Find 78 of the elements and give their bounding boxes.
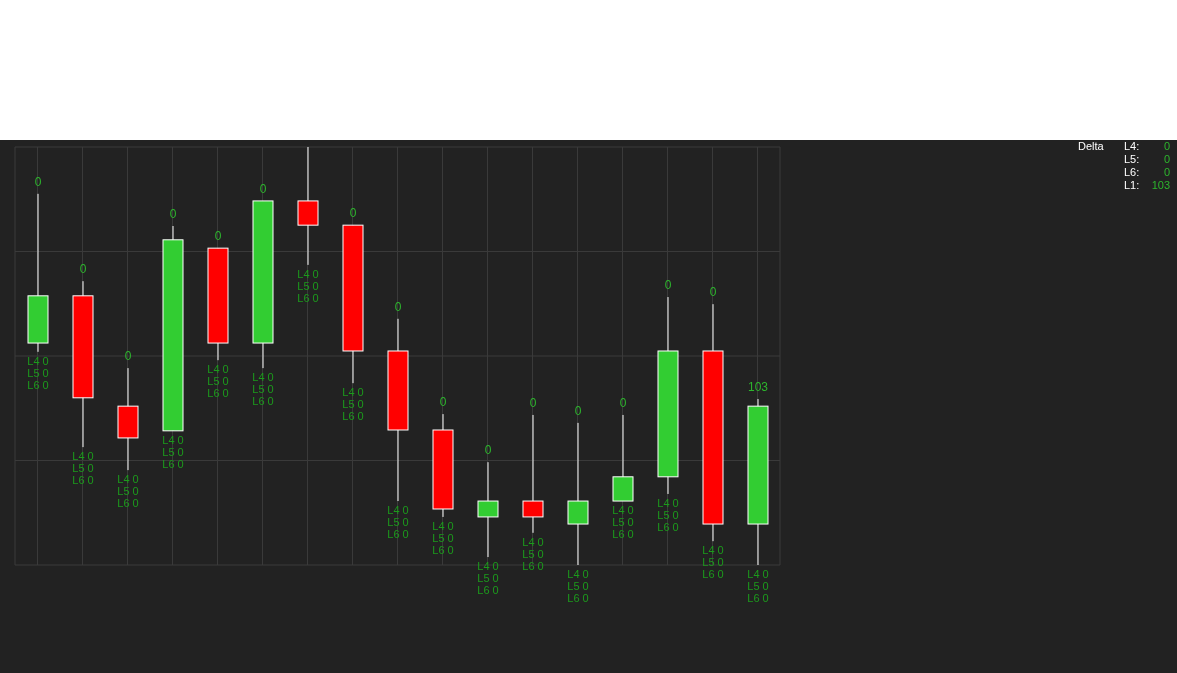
text: 0 (1163, 153, 1170, 166)
annotation: L4 0 (207, 363, 229, 376)
annotation: L6 0 (117, 497, 139, 510)
text: 0 (484, 443, 492, 458)
text: L5: (1124, 153, 1140, 166)
annotation: L5 0 (27, 366, 49, 379)
text: 0 (619, 395, 627, 410)
annotation: L4 0 (72, 450, 94, 463)
annotation: L4 0 (117, 473, 139, 486)
annotation: L4 0 (387, 504, 409, 517)
text: 0 (259, 181, 267, 196)
text: 0 (574, 403, 582, 418)
text: 0 (439, 395, 447, 410)
annotation: L5 0 (297, 279, 319, 292)
text: 0 (709, 285, 717, 300)
annotation: L5 0 (612, 516, 634, 529)
annotation: L5 0 (207, 375, 229, 388)
text: L6 0 (567, 592, 589, 604)
annotation: L5 0 (387, 516, 409, 529)
annotation: L5 0 (522, 547, 544, 560)
annotation: L6 0 (207, 387, 229, 400)
annotation: L5 0 (117, 485, 139, 498)
annotation: L5 0 (162, 445, 184, 458)
annotation: L5 0 (432, 531, 454, 544)
text: 103 (1151, 179, 1170, 192)
text: L1: (1124, 179, 1140, 192)
text: L5 0 (747, 580, 769, 592)
annotation: L4 0 (612, 504, 634, 517)
text: 0 (214, 229, 222, 244)
annotation: L6 0 (657, 520, 679, 533)
text: 0 (34, 174, 42, 189)
text: 103 (747, 380, 769, 395)
candlestick (477, 461, 499, 558)
text: L4: (1124, 140, 1140, 153)
annotation: L6 0 (72, 474, 94, 487)
text: L6 0 (747, 592, 769, 604)
text: L5 0 (567, 580, 589, 592)
annotation: L6 0 (297, 291, 319, 304)
annotation: L4 0 (432, 519, 454, 532)
text: 0 (349, 206, 357, 221)
text: L4 0 (747, 568, 769, 580)
text: 0 (394, 299, 402, 314)
text: 0 (169, 207, 177, 221)
text: L6 0 (702, 568, 724, 581)
annotation: L4 0 (27, 354, 49, 367)
candlestick (522, 414, 544, 534)
annotation: L4 0 (522, 535, 544, 548)
annotation: L5 0 (702, 556, 724, 569)
text: L6 0 (477, 584, 499, 597)
text: 0 (529, 395, 537, 410)
annotation: L5 0 (252, 383, 274, 396)
text: L4 0 (567, 568, 589, 580)
annotation: L4 0 (702, 544, 724, 557)
text: 0 (1163, 166, 1170, 179)
annotation: L5 0 (72, 462, 94, 475)
annotation: L6 0 (252, 395, 274, 408)
text: L5 0 (477, 572, 499, 585)
annotation: L4 0 (477, 560, 499, 573)
annotation: L4 0 (657, 496, 679, 509)
annotation: L4 0 (252, 371, 274, 384)
annotation: L5 0 (657, 508, 679, 521)
text: L6: (1124, 166, 1140, 179)
annotation: L6 0 (387, 528, 409, 541)
annotation: L5 0 (342, 398, 364, 411)
text: 0 (1163, 140, 1170, 153)
annotation: L6 0 (27, 378, 49, 391)
text: 0 (124, 349, 132, 364)
annotation: L4 0 (162, 433, 184, 446)
text: Delta (1078, 140, 1105, 154)
annotation: L4 0 (342, 386, 364, 399)
annotation: L6 0 (432, 543, 454, 556)
text: 0 (664, 278, 672, 293)
annotation: L4 0 (297, 267, 319, 280)
annotation: L6 0 (522, 559, 544, 572)
text: 0 (79, 262, 87, 277)
annotation: L6 0 (162, 457, 184, 470)
annotation: L6 0 (612, 528, 634, 541)
annotation: L6 0 (342, 410, 364, 423)
